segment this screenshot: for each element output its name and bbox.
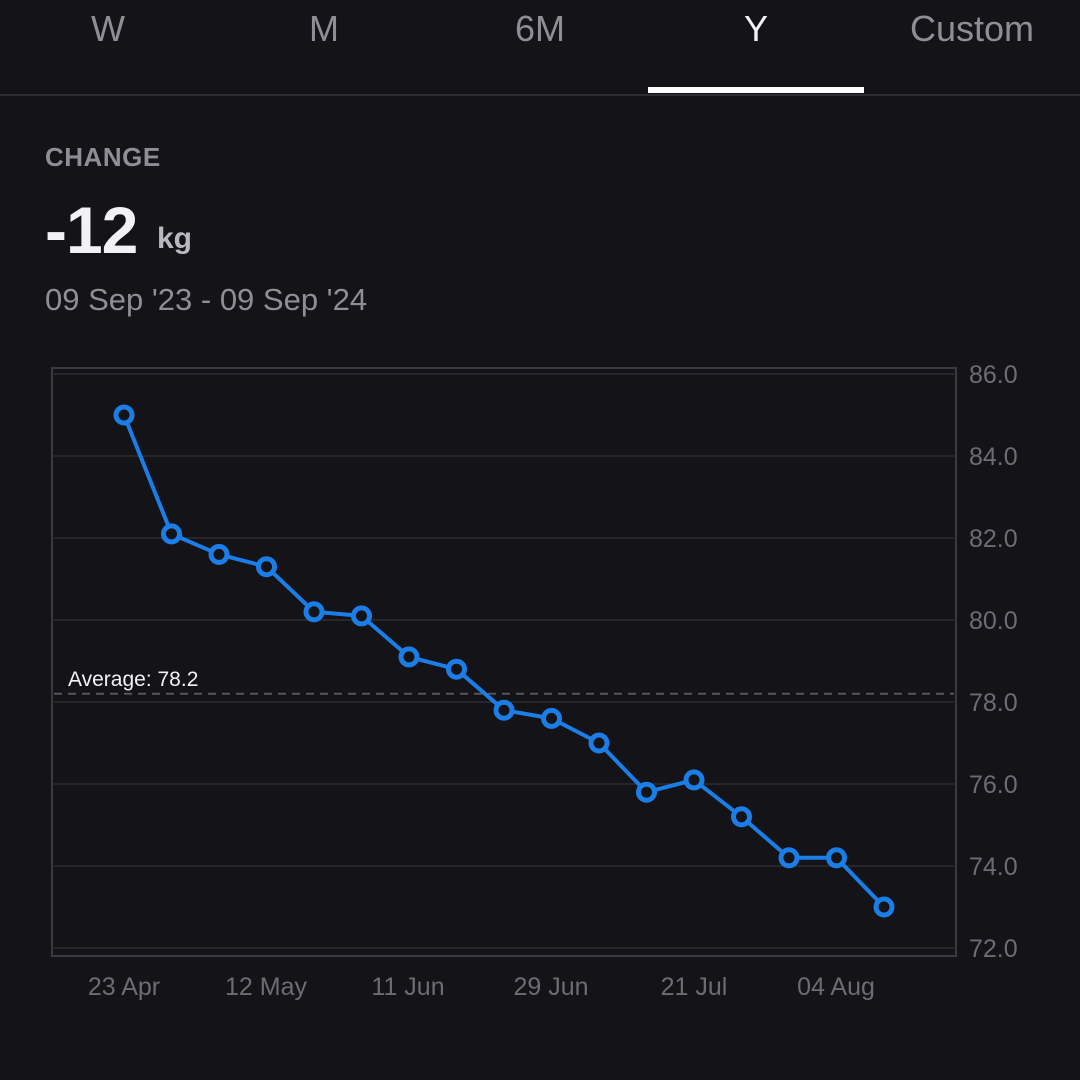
x-tick-label: 04 Aug [797, 973, 875, 1001]
tab-custom[interactable]: Custom [909, 8, 1035, 49]
data-point [446, 658, 467, 680]
data-point [683, 769, 705, 791]
data-points [113, 404, 895, 918]
data-point [873, 896, 895, 918]
y-tick-label: 80.0 [969, 607, 1018, 635]
change-label: CHANGE [45, 142, 161, 172]
y-tick-label: 74.0 [969, 853, 1018, 881]
tab-six-months[interactable]: 6M [514, 8, 565, 49]
data-point [161, 523, 182, 545]
tab-year[interactable]: Y [743, 8, 768, 49]
data-point [351, 605, 372, 627]
y-tick-label: 72.0 [969, 935, 1018, 963]
weight-chart[interactable]: 72.0 74.0 76.0 78.0 80.0 82.0 84.0 86.0 23 Apr 1… [0, 350, 1080, 1010]
data-point [493, 699, 515, 721]
data-point [256, 556, 277, 578]
y-axis: 72.0 74.0 76.0 78.0 80.0 82.0 84.0 86.0 [969, 361, 1018, 963]
change-unit: kg [157, 222, 193, 255]
x-tick-label: 21 Jul [661, 973, 728, 1001]
x-tick-label: 11 Jun [371, 973, 444, 1001]
data-point [398, 646, 420, 668]
data-point [636, 781, 657, 803]
date-range: 09 Sep '23 - 09 Sep '24 [45, 282, 368, 317]
y-tick-label: 78.0 [969, 689, 1018, 717]
chart-frame [51, 367, 957, 957]
data-point [731, 806, 752, 828]
data-point [208, 543, 230, 565]
data-point [303, 601, 325, 623]
x-tick-label: 12 May [225, 973, 307, 1001]
data-point [541, 707, 562, 729]
y-tick-label: 84.0 [969, 443, 1018, 471]
data-point [826, 847, 847, 869]
y-tick-label: 86.0 [969, 361, 1018, 389]
period-tabs: W M 6M Y Custom [0, 0, 1080, 96]
y-tick-label: 82.0 [969, 525, 1018, 553]
data-point [113, 404, 135, 426]
data-point [588, 732, 610, 754]
y-tick-label: 76.0 [969, 771, 1018, 799]
tab-week[interactable]: W [91, 8, 125, 49]
tab-month[interactable]: M [309, 8, 339, 49]
average-label: Average: 78.2 [68, 668, 198, 691]
active-tab-indicator [648, 87, 864, 93]
chart-grid [54, 373, 954, 949]
data-point [778, 847, 800, 869]
x-tick-label: 29 Jun [513, 973, 588, 1001]
series-line [122, 414, 886, 909]
change-value: -12 [45, 193, 138, 267]
x-tick-label: 23 Apr [88, 973, 160, 1001]
x-axis: 23 Apr 12 May 11 Jun 29 Jun 21 Jul 04 Aug [88, 973, 875, 1001]
